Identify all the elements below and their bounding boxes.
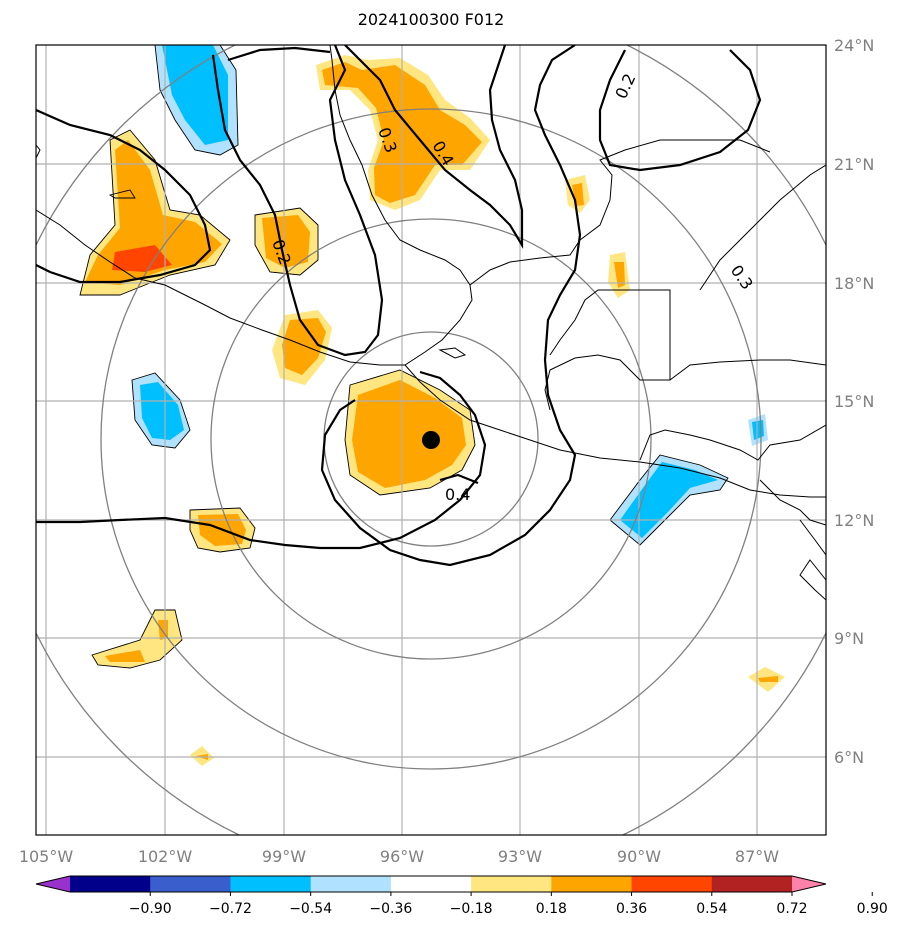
lat-label: 24°N [834, 36, 874, 55]
coastlines [36, 45, 826, 601]
lon-label: 105°W [19, 847, 74, 866]
colorbar-tick-label: 0.72 [776, 901, 807, 917]
colorbar-segment [390, 876, 472, 892]
lat-label: 12°N [834, 511, 874, 530]
map-title: 2024100300 F012 [357, 10, 505, 29]
longitude-labels: 105°W 102°W 99°W 96°W 93°W 90°W 87°W [19, 847, 779, 866]
storm-center-marker [422, 431, 440, 449]
lon-label: 99°W [262, 847, 306, 866]
lat-label: 15°N [834, 392, 874, 411]
colorbar-segment [70, 876, 151, 892]
colorbar-extend-high [792, 876, 826, 892]
colorbar-tick-label: −0.90 [129, 901, 172, 917]
colorbar-segment [230, 876, 312, 892]
colorbar: −0.90 −0.72 −0.54 −0.36 −0.18 0.18 0.36 0.54 0.7… [35, 875, 888, 917]
colorbar-tick-label: −0.54 [289, 901, 332, 917]
map-frame [35, 44, 827, 836]
colorbar-segment [551, 876, 633, 892]
colorbar-tick-label: −0.36 [369, 901, 412, 917]
lon-label: 102°W [138, 847, 193, 866]
lat-label: 18°N [834, 274, 874, 293]
contour-label: 0.4 [445, 485, 470, 504]
colorbar-segment [471, 876, 552, 892]
shaded-outlines [79, 45, 729, 669]
lon-label: 96°W [380, 847, 424, 866]
range-rings [36, 45, 826, 835]
colorbar-segment [150, 876, 231, 892]
colorbar-tick-label: −0.72 [209, 901, 252, 917]
lon-label: 87°W [735, 847, 779, 866]
colorbar-tick-label: 0.18 [536, 901, 567, 917]
colorbar-extend-low [36, 876, 70, 892]
colorbar-tick-label: −0.18 [450, 901, 493, 917]
colorbar-segment [310, 876, 392, 892]
lat-label: 21°N [834, 155, 874, 174]
lat-label: 9°N [834, 629, 864, 648]
lon-label: 93°W [498, 847, 542, 866]
lat-label: 6°N [834, 748, 864, 767]
colorbar-tick-label: 0.90 [857, 901, 888, 917]
colorbar-tick-label: 0.36 [616, 901, 647, 917]
colorbar-segment [631, 876, 713, 892]
contour-lines [36, 45, 762, 567]
latitude-labels: 24°N 21°N 18°N 15°N 12°N 9°N 6°N [834, 36, 874, 767]
colorbar-tick-label: 0.54 [696, 901, 727, 917]
lon-label: 90°W [617, 847, 661, 866]
colorbar-segment [711, 876, 793, 892]
colorbar-outline [35, 875, 827, 893]
